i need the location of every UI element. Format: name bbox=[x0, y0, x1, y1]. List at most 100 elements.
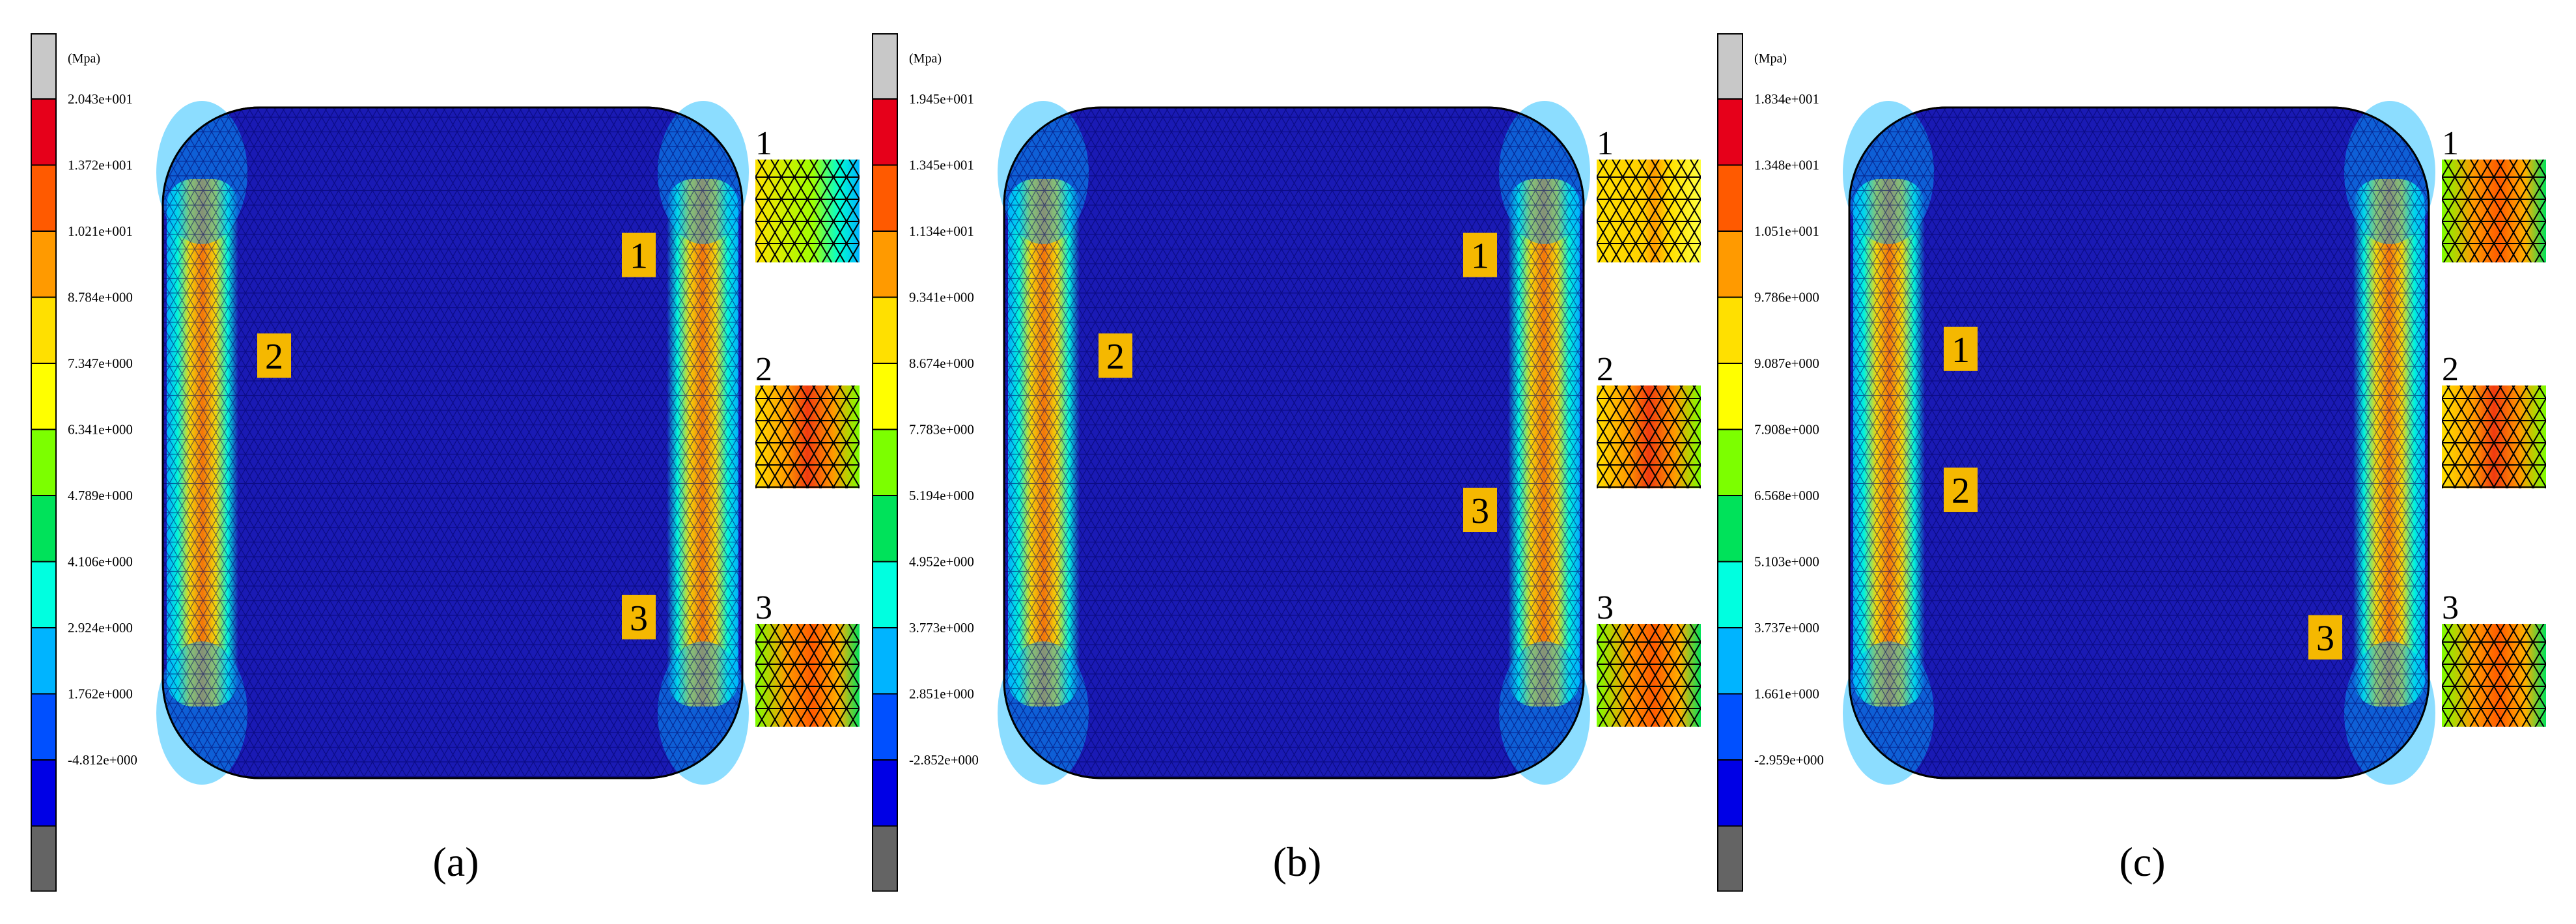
marker-box bbox=[1463, 488, 1497, 532]
panel-caption: (a) bbox=[432, 839, 479, 885]
legend-value: 5.103e+000 bbox=[1754, 554, 1819, 570]
inset-number: 1 bbox=[2442, 125, 2459, 162]
legend-swatch bbox=[31, 627, 57, 695]
legend-value: 2.851e+000 bbox=[909, 686, 974, 702]
mesh-grid bbox=[1849, 107, 2429, 778]
marker-label: 3 bbox=[630, 598, 648, 639]
inset-mesh bbox=[755, 624, 860, 727]
legend-value: 4.106e+000 bbox=[68, 554, 133, 570]
legend-value: 5.194e+000 bbox=[909, 488, 974, 503]
mesh-grid bbox=[1004, 107, 1584, 778]
marker-label: 3 bbox=[1471, 491, 1489, 531]
legend-value: 1.345e+001 bbox=[909, 158, 974, 173]
zoom-inset-2: 2 bbox=[2442, 351, 2546, 488]
legend-bottom-swatch bbox=[1717, 825, 1743, 892]
marker-label: 1 bbox=[1952, 330, 1970, 371]
legend-scale: (Mpa) 1.834e+001 1.348e+001 1.051e+001 9.786… bbox=[1717, 33, 1824, 892]
legend-swatch bbox=[872, 363, 898, 430]
legend-value: 9.786e+000 bbox=[1754, 290, 1819, 305]
zoom-inset-3: 3 bbox=[755, 589, 860, 727]
zoom-inset-3: 3 bbox=[2442, 589, 2546, 727]
zoom-inset-1: 1 bbox=[755, 125, 860, 262]
zoom-inset-1: 1 bbox=[1597, 125, 1701, 262]
legend-swatch bbox=[1717, 296, 1743, 364]
location-marker-3: 3 bbox=[1463, 488, 1497, 532]
legend-swatch bbox=[1717, 98, 1743, 166]
inset-mesh bbox=[755, 385, 860, 488]
zoom-inset-1: 1 bbox=[2442, 125, 2546, 262]
marker-label: 1 bbox=[630, 236, 648, 277]
legend-swatch bbox=[872, 627, 898, 695]
inset-number: 2 bbox=[755, 351, 772, 388]
legend-value: 7.347e+000 bbox=[68, 356, 133, 371]
marker-box bbox=[1099, 333, 1132, 378]
legend-swatch bbox=[1717, 428, 1743, 496]
legend-value: 1.834e+001 bbox=[1754, 91, 1819, 107]
mesh-border bbox=[161, 106, 744, 779]
legend-swatch bbox=[872, 428, 898, 496]
zoom-inset-2: 2 bbox=[755, 351, 860, 488]
legend-value: 7.908e+000 bbox=[1754, 422, 1819, 438]
legend-value: 4.789e+000 bbox=[68, 488, 133, 503]
legend-value: 2.924e+000 bbox=[68, 620, 133, 636]
zoom-inset-3: 3 bbox=[1597, 589, 1701, 727]
legend-value: -2.959e+000 bbox=[1754, 752, 1824, 768]
inset-mesh bbox=[1597, 624, 1701, 727]
marker-label: 2 bbox=[265, 337, 283, 377]
legend-swatch bbox=[872, 231, 898, 298]
inset-number: 1 bbox=[1597, 125, 1614, 162]
inset-number: 1 bbox=[755, 125, 772, 162]
legend-value: 6.568e+000 bbox=[1754, 488, 1819, 503]
legend-value: 1.021e+001 bbox=[68, 223, 133, 239]
mesh-grid bbox=[163, 107, 742, 778]
legend-cap-swatch bbox=[872, 33, 898, 100]
mesh-body bbox=[156, 101, 749, 785]
mesh-border bbox=[1003, 106, 1585, 779]
panel-1: (Mpa) 2.043e+001 1.372e+001 1.021e+001 8.784… bbox=[31, 33, 860, 892]
legend-value: 3.773e+000 bbox=[909, 620, 974, 636]
panel-caption: (c) bbox=[2119, 839, 2165, 885]
legend-swatch bbox=[1717, 561, 1743, 628]
mesh-border bbox=[1848, 106, 2430, 779]
marker-box bbox=[622, 232, 656, 277]
legend-swatch bbox=[1717, 363, 1743, 430]
inset-number: 2 bbox=[1597, 351, 1614, 388]
inset-mesh bbox=[755, 160, 860, 262]
legend-value: 8.674e+000 bbox=[909, 356, 974, 371]
legend-cap-swatch bbox=[31, 33, 57, 100]
legend-swatch bbox=[31, 759, 57, 827]
legend-value: 1.348e+001 bbox=[1754, 158, 1819, 173]
inset-number: 2 bbox=[2442, 351, 2459, 388]
legend-value: -4.812e+000 bbox=[68, 752, 137, 768]
legend-value: 1.134e+001 bbox=[909, 223, 974, 239]
legend-value: 9.087e+000 bbox=[1754, 356, 1819, 371]
panel-caption: (b) bbox=[1273, 839, 1322, 885]
panel-3: (Mpa) 1.834e+001 1.348e+001 1.051e+001 9.786… bbox=[1717, 33, 2546, 892]
inset-mesh bbox=[2442, 385, 2546, 488]
legend-value: -2.852e+000 bbox=[909, 752, 979, 768]
legend-swatch bbox=[31, 495, 57, 563]
legend-scale: (Mpa) 2.043e+001 1.372e+001 1.021e+001 8.784… bbox=[31, 33, 137, 892]
legend-value: 2.043e+001 bbox=[68, 91, 133, 107]
legend-value: 1.051e+001 bbox=[1754, 223, 1819, 239]
legend-value: 3.737e+000 bbox=[1754, 620, 1819, 636]
legend-swatch bbox=[872, 296, 898, 364]
legend-bottom-swatch bbox=[31, 825, 57, 892]
legend-swatch bbox=[1717, 627, 1743, 695]
legend-swatch bbox=[31, 693, 57, 761]
marker-label: 3 bbox=[2316, 619, 2334, 659]
location-marker-2: 2 bbox=[1944, 468, 1978, 512]
legend-bottom-swatch bbox=[872, 825, 898, 892]
marker-label: 2 bbox=[1952, 471, 1970, 511]
legend-value: 1.945e+001 bbox=[909, 91, 974, 107]
marker-box bbox=[622, 595, 656, 639]
location-marker-1: 1 bbox=[1463, 232, 1497, 277]
mesh-body bbox=[1843, 101, 2435, 785]
legend-swatch bbox=[31, 428, 57, 496]
legend-swatch bbox=[872, 759, 898, 827]
location-marker-2: 2 bbox=[257, 333, 291, 378]
legend-unit: (Mpa) bbox=[1754, 51, 1787, 66]
legend-swatch bbox=[872, 693, 898, 761]
panels-layer: (Mpa) 2.043e+001 1.372e+001 1.021e+001 8.784… bbox=[31, 33, 2546, 892]
